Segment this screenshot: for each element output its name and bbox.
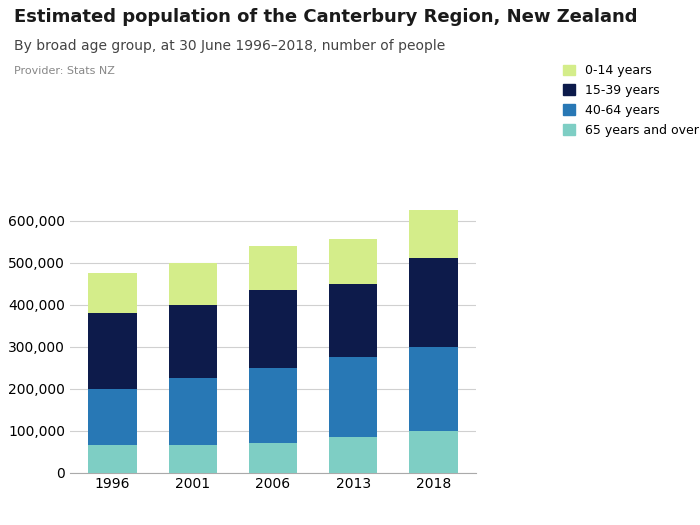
Bar	[169, 445, 217, 472]
Text: By broad age group, at 30 June 1996–2018, number of people: By broad age group, at 30 June 1996–2018…	[14, 39, 445, 54]
Bar	[329, 284, 377, 357]
Bar	[169, 378, 217, 445]
Bar	[88, 313, 136, 388]
Bar	[410, 210, 458, 258]
Text: Provider: Stats NZ: Provider: Stats NZ	[14, 66, 115, 76]
Bar	[329, 239, 377, 284]
Bar	[410, 430, 458, 473]
Bar	[249, 368, 297, 443]
Bar	[410, 258, 458, 346]
Text: figure.nz: figure.nz	[580, 23, 664, 40]
Bar	[88, 273, 136, 313]
Bar	[329, 357, 377, 437]
Text: Estimated population of the Canterbury Region, New Zealand: Estimated population of the Canterbury R…	[14, 8, 638, 26]
Bar	[88, 445, 136, 472]
Bar	[249, 246, 297, 290]
Bar	[410, 346, 458, 430]
Bar	[249, 443, 297, 472]
Bar	[329, 437, 377, 472]
Legend: 0-14 years, 15-39 years, 40-64 years, 65 years and over: 0-14 years, 15-39 years, 40-64 years, 65…	[563, 64, 699, 136]
Bar	[169, 304, 217, 378]
Bar	[169, 262, 217, 304]
Bar	[88, 388, 136, 445]
Bar	[249, 290, 297, 367]
